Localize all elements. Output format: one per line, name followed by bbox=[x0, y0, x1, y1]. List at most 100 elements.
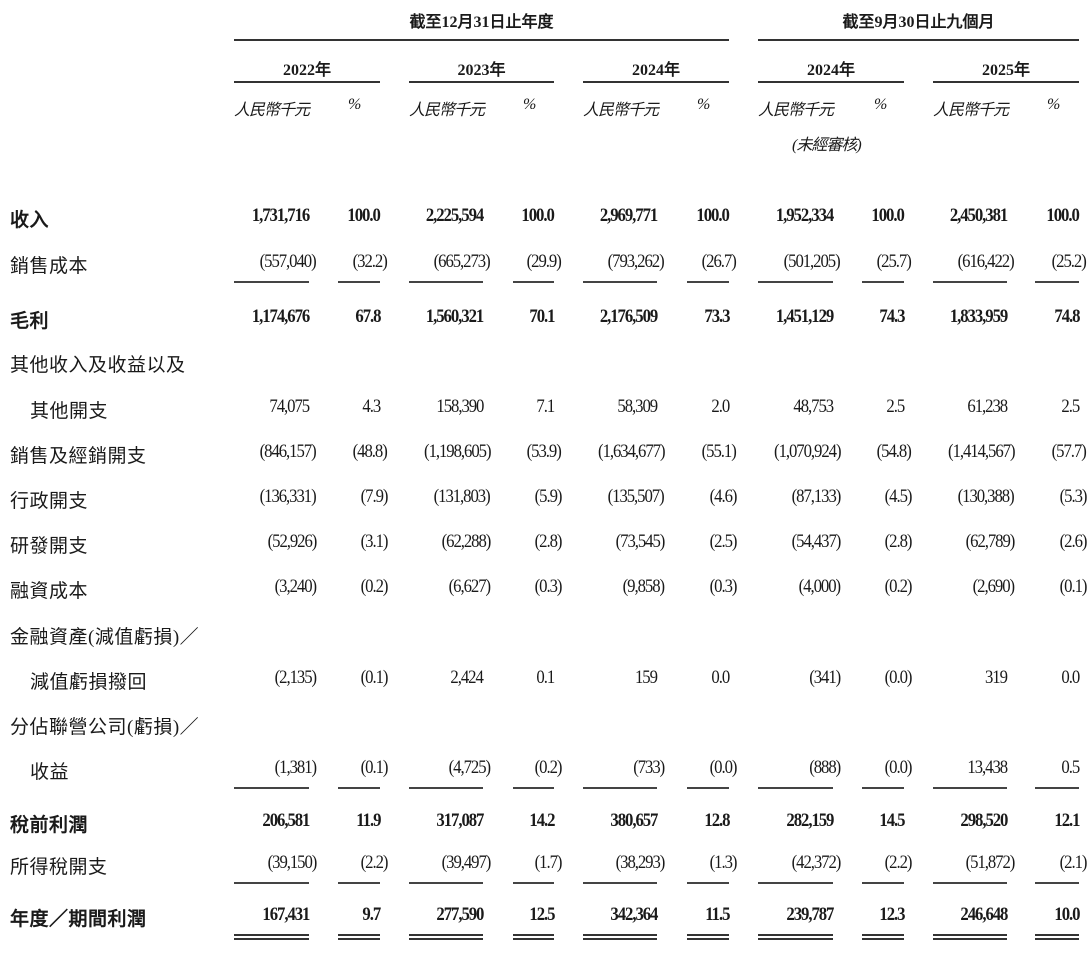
unit-amount-label: 人民幣千元 bbox=[758, 102, 834, 119]
underline bbox=[409, 787, 483, 789]
percent-cell: 73.3 bbox=[703, 306, 730, 327]
row-label: 金融資產(減值虧損)／ bbox=[10, 627, 200, 648]
amount-cell: (52,926) bbox=[267, 531, 317, 552]
underline bbox=[234, 787, 309, 789]
amount-cell: 1,833,959 bbox=[949, 306, 1008, 327]
percent-cell: 100.0 bbox=[347, 205, 381, 226]
percent-cell: (0.2) bbox=[534, 757, 562, 778]
percent-cell: (5.9) bbox=[534, 486, 562, 507]
percent-cell: 2.5 bbox=[886, 396, 905, 417]
underline bbox=[583, 882, 657, 884]
amount-cell: (793,262) bbox=[608, 251, 665, 272]
underline bbox=[338, 281, 380, 283]
percent-cell: (0.2) bbox=[884, 576, 912, 597]
amount-cell: 2,424 bbox=[450, 667, 484, 688]
amount-cell: 282,159 bbox=[786, 810, 834, 831]
percent-cell: 11.9 bbox=[355, 810, 381, 831]
amount-cell: (2,690) bbox=[972, 576, 1015, 597]
amount-cell: (6,627) bbox=[448, 576, 491, 597]
percent-cell: (2.8) bbox=[884, 531, 912, 552]
group-header-year: 截至12月31日止年度 bbox=[409, 14, 554, 31]
year-rule bbox=[933, 81, 1079, 83]
year-rule bbox=[583, 81, 729, 83]
percent-cell: 14.5 bbox=[878, 810, 905, 831]
row-label: 行政開支 bbox=[10, 491, 89, 512]
amount-cell: (1,381) bbox=[274, 757, 317, 778]
percent-cell: 0.1 bbox=[536, 667, 555, 688]
double-underline bbox=[409, 934, 483, 940]
percent-cell: (29.9) bbox=[526, 251, 562, 272]
amount-cell: 1,451,129 bbox=[775, 306, 834, 327]
year-header: 2024年 bbox=[806, 62, 855, 79]
underline bbox=[758, 787, 833, 789]
underline bbox=[583, 787, 657, 789]
percent-cell: 7.1 bbox=[536, 396, 555, 417]
amount-cell: (135,507) bbox=[608, 486, 665, 507]
underline bbox=[1035, 787, 1079, 789]
percent-cell: 67.8 bbox=[354, 306, 381, 327]
amount-cell: 1,731,716 bbox=[251, 205, 310, 226]
underline bbox=[513, 787, 554, 789]
amount-cell: (54,437) bbox=[791, 531, 841, 552]
year-header: 2025年 bbox=[981, 62, 1030, 79]
percent-cell: 74.8 bbox=[1053, 306, 1080, 327]
amount-cell: 246,648 bbox=[960, 904, 1008, 925]
amount-cell: (341) bbox=[809, 667, 841, 688]
amount-cell: 277,590 bbox=[436, 904, 484, 925]
underline bbox=[862, 882, 904, 884]
amount-cell: (38,293) bbox=[615, 852, 665, 873]
unit-pct-label: % bbox=[1047, 96, 1060, 113]
amount-cell: (501,205) bbox=[784, 251, 841, 272]
percent-cell: (48.8) bbox=[352, 441, 388, 462]
unit-pct-label: % bbox=[697, 96, 710, 113]
underline bbox=[687, 281, 729, 283]
underline bbox=[338, 882, 380, 884]
amount-cell: 380,657 bbox=[610, 810, 658, 831]
unit-amount-label: 人民幣千元 bbox=[409, 102, 485, 119]
percent-cell: 100.0 bbox=[521, 205, 555, 226]
unit-pct-label: % bbox=[523, 96, 536, 113]
amount-cell: (62,789) bbox=[965, 531, 1015, 552]
underline bbox=[338, 787, 380, 789]
amount-cell: 48,753 bbox=[793, 396, 834, 417]
percent-cell: 12.3 bbox=[878, 904, 905, 925]
amount-cell: 317,087 bbox=[436, 810, 484, 831]
underline bbox=[933, 281, 1007, 283]
percent-cell: (0.1) bbox=[360, 757, 388, 778]
row-label: 其他收入及收益以及 bbox=[10, 355, 186, 376]
underline bbox=[513, 281, 554, 283]
percent-cell: 70.1 bbox=[528, 306, 555, 327]
amount-cell: (1,414,567) bbox=[947, 441, 1015, 462]
amount-cell: 13,438 bbox=[967, 757, 1008, 778]
row-label: 銷售及經銷開支 bbox=[10, 446, 147, 467]
amount-cell: 239,787 bbox=[786, 904, 834, 925]
percent-cell: (0.1) bbox=[360, 667, 388, 688]
percent-cell: (53.9) bbox=[526, 441, 562, 462]
amount-cell: (3,240) bbox=[274, 576, 317, 597]
amount-cell: (846,157) bbox=[260, 441, 317, 462]
percent-cell: (54.8) bbox=[876, 441, 912, 462]
amount-cell: (131,803) bbox=[434, 486, 491, 507]
unit-pct-label: % bbox=[874, 96, 887, 113]
row-label: 銷售成本 bbox=[10, 256, 89, 277]
underline bbox=[1035, 882, 1079, 884]
amount-cell: 159 bbox=[635, 667, 658, 688]
percent-cell: (0.3) bbox=[709, 576, 737, 597]
row-label: 所得稅開支 bbox=[10, 857, 108, 878]
percent-cell: 74.3 bbox=[878, 306, 905, 327]
row-label: 毛利 bbox=[10, 311, 50, 332]
amount-cell: (2,135) bbox=[274, 667, 317, 688]
double-underline bbox=[758, 934, 833, 940]
percent-cell: 2.5 bbox=[1061, 396, 1080, 417]
amount-cell: 2,176,509 bbox=[599, 306, 658, 327]
percent-cell: (25.7) bbox=[876, 251, 912, 272]
underline bbox=[758, 281, 833, 283]
double-underline bbox=[862, 934, 904, 940]
year-header: 2022年 bbox=[282, 62, 331, 79]
underline bbox=[409, 882, 483, 884]
percent-cell: (2.2) bbox=[360, 852, 388, 873]
percent-cell: (1.3) bbox=[709, 852, 737, 873]
amount-cell: 342,364 bbox=[610, 904, 658, 925]
amount-cell: 298,520 bbox=[960, 810, 1008, 831]
percent-cell: (0.0) bbox=[709, 757, 737, 778]
